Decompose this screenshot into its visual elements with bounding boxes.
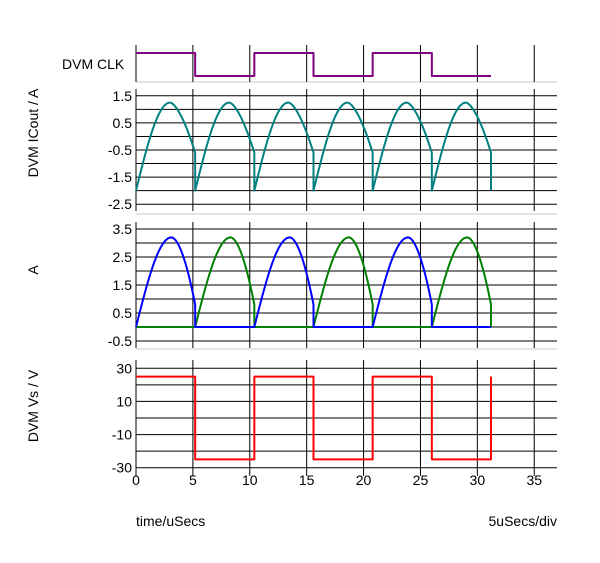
y-tick-label: 0.5 [113, 115, 133, 131]
clk-trace [136, 52, 492, 77]
x-tick-label: 0 [132, 472, 140, 488]
y-tick-label: 3.5 [113, 221, 133, 237]
y-tick-label: 2.5 [113, 249, 133, 265]
y-tick-label: -2.5 [108, 196, 132, 212]
x-axis-label: time/uSecs [136, 513, 205, 529]
x-tick-label: 35 [526, 472, 542, 488]
x-tick-label: 5 [189, 472, 197, 488]
a-trace-green [136, 236, 493, 328]
x-tick-label: 25 [413, 472, 429, 488]
vs-axis-label: DVM Vs / V [25, 369, 41, 442]
y-tick-label: 1.5 [113, 277, 133, 293]
icout-axis-label: DVM ICout / A [25, 88, 41, 177]
y-tick-label: 30 [116, 360, 132, 376]
x-tick-label: 10 [242, 472, 258, 488]
vs-trace [136, 375, 493, 461]
vs-panel: 30 10 -10 -300 5 10 15 20 25 30 35 [112, 360, 557, 488]
clk-label: DVM CLK [62, 56, 125, 72]
clk-panel [135, 45, 535, 82]
x-tick-label: 20 [356, 472, 372, 488]
y-tick-label: -10 [112, 427, 132, 443]
a-axis-label: A [25, 265, 41, 275]
x-tick-label: 15 [299, 472, 315, 488]
y-tick-label: -1.5 [108, 169, 132, 185]
icout-panel: 1.5 0.5 -0.5 -1.5 -2.5 [108, 88, 557, 212]
y-tick-label: 0.5 [113, 305, 133, 321]
current-a-panel: 3.5 2.5 1.5 0.5 -0.5 [108, 221, 557, 349]
y-tick-label: -0.5 [108, 333, 132, 349]
x-tick-label: 30 [470, 472, 486, 488]
icout-trace [135, 101, 493, 192]
a-trace-blue [135, 236, 492, 328]
y-tick-label: 1.5 [113, 88, 133, 104]
y-tick-label: 10 [116, 393, 132, 409]
y-tick-label: -30 [112, 460, 132, 476]
y-tick-label: -0.5 [108, 142, 132, 158]
time-scale-label: 5uSecs/div [489, 513, 557, 529]
